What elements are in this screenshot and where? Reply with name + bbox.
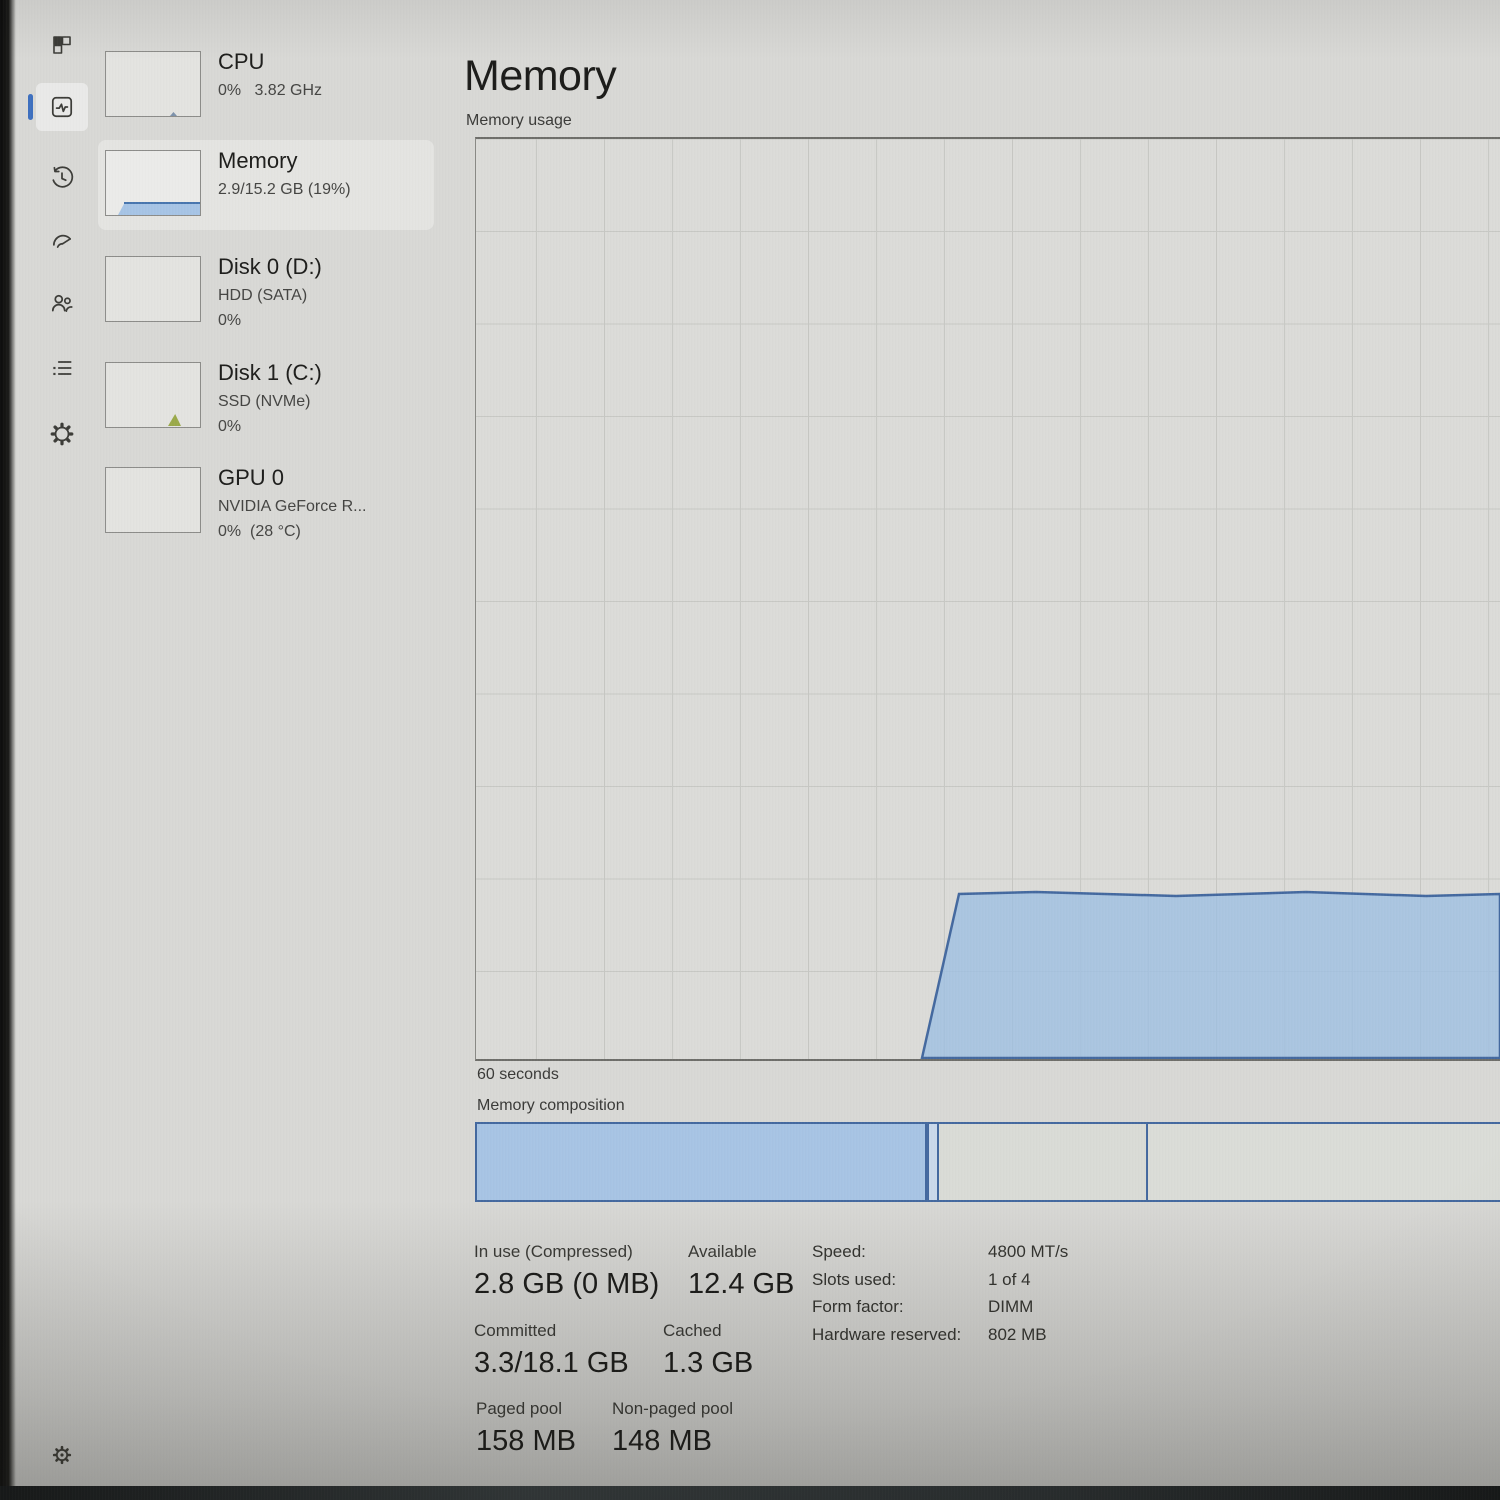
paged-pool-label: Paged pool [476,1399,563,1418]
page-title: Memory [464,52,617,100]
details-list-icon [53,361,72,376]
available-label: Available [688,1242,757,1261]
hardware-reserved-value: 802 MB [988,1325,1047,1344]
committed-label: Committed [474,1321,557,1340]
selected-indicator [28,94,33,120]
disk0-title: Disk 0 (D:) [218,254,322,279]
gpu0-usage: 0% (28 °C) [218,523,301,540]
nav-item-startup-apps[interactable] [36,216,88,264]
nonpaged-pool-value: 148 MB [612,1425,712,1457]
in-use-label: In use (Compressed) [474,1242,633,1261]
users-icon [51,294,73,312]
speed-label: Speed: [812,1242,866,1261]
cpu-title: CPU [218,49,265,74]
history-clock-icon [52,166,74,188]
composition-segment-standby[interactable] [939,1122,1148,1202]
form-factor-value: DIMM [988,1297,1034,1316]
memory-composition-label: Memory composition [477,1097,625,1114]
disk1-usage: 0% [218,418,242,435]
nav-item-services[interactable] [36,410,88,458]
cached-value: 1.3 GB [663,1347,754,1379]
cached-label: Cached [663,1321,722,1340]
disk1-title: Disk 1 (C:) [218,360,322,385]
memory-composition-bar[interactable] [475,1122,1500,1202]
gpu0-name: NVIDIA GeForce R... [218,498,367,515]
cpu-subtitle: 0% 3.82 GHz [218,82,323,99]
memory-usage-label: Memory usage [466,112,572,129]
form-factor-label: Form factor: [812,1297,904,1316]
slots-used-value: 1 of 4 [988,1270,1031,1289]
disk1-mini-chart [105,362,201,428]
slots-used-label: Slots used: [812,1270,897,1289]
disk0-mini-chart [105,256,201,322]
nav-rail [16,0,98,1500]
memory-title: Memory [218,148,298,173]
memory-usage-area [920,890,1500,1059]
memory-mini-area [124,202,200,215]
disk0-usage: 0% [218,312,242,329]
nav-item-processes[interactable] [36,21,88,69]
nav-item-performance[interactable] [28,83,88,131]
speed-value: 4800 MT/s [988,1242,1069,1261]
settings-gear-icon [52,1445,72,1465]
disk1-activity-spike [168,414,181,426]
monitor-bezel-left [0,0,16,1500]
monitor-bezel-bottom [0,1486,1500,1500]
memory-subtitle: 2.9/15.2 GB (19%) [218,181,351,198]
nav-item-users[interactable] [36,279,88,327]
nav-item-details[interactable] [36,344,88,392]
committed-value: 3.3/18.1 GB [474,1347,629,1379]
cpu-activity-blip [170,112,177,116]
composition-segment-free[interactable] [1148,1122,1500,1202]
composition-segment-in-use[interactable] [475,1122,927,1202]
composition-segment-modified[interactable] [927,1122,939,1202]
cpu-mini-chart [105,51,201,117]
nonpaged-pool-label: Non-paged pool [612,1399,733,1418]
in-use-value: 2.8 GB (0 MB) [474,1268,660,1300]
services-gear-icon [50,422,74,446]
paged-pool-value: 158 MB [476,1425,576,1457]
startup-gauge-icon [53,234,71,248]
available-value: 12.4 GB [688,1268,795,1300]
gpu0-title: GPU 0 [218,465,285,490]
memory-usage-chart [475,137,1500,1061]
processes-grid-icon [53,36,71,54]
time-axis-label: 60 seconds [477,1066,559,1083]
gpu0-mini-chart [105,467,201,533]
settings-button[interactable] [50,1443,74,1472]
disk0-type: HDD (SATA) [218,287,308,304]
memory-mini-ramp [118,202,125,215]
disk1-type: SSD (NVMe) [218,393,311,410]
nav-item-app-history[interactable] [36,154,88,202]
memory-mini-chart [105,150,201,216]
hardware-reserved-label: Hardware reserved: [812,1325,962,1344]
performance-pulse-icon [51,96,73,118]
